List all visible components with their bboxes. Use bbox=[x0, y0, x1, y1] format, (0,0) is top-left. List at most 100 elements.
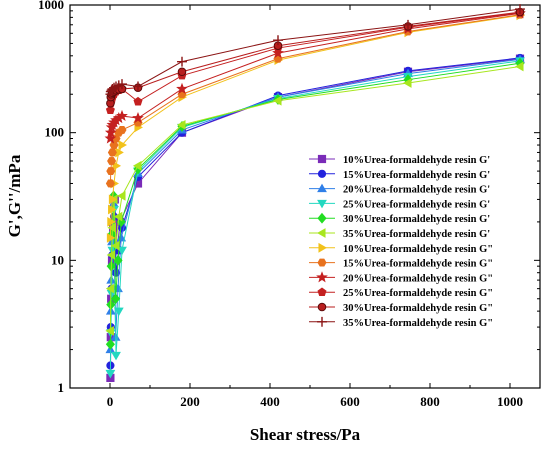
data-point bbox=[317, 212, 327, 224]
data-point bbox=[111, 240, 120, 251]
x-tick-label: 200 bbox=[180, 394, 200, 409]
data-point bbox=[105, 369, 116, 379]
data-point bbox=[105, 283, 115, 294]
x-tick-label: 400 bbox=[260, 394, 280, 409]
data-point bbox=[105, 326, 114, 336]
data-point bbox=[106, 167, 116, 176]
data-point bbox=[107, 148, 117, 157]
data-point bbox=[317, 258, 327, 267]
legend-label: 10%Urea-formaldehyde resin G' bbox=[343, 155, 490, 166]
legend-item: 20%Urea-formaldehyde resin G' bbox=[309, 183, 490, 196]
data-point bbox=[105, 179, 115, 188]
legend-label: 25%Urea-formaldehyde resin G' bbox=[343, 199, 490, 210]
data-point bbox=[317, 302, 327, 312]
data-point bbox=[105, 105, 115, 115]
data-point bbox=[117, 79, 127, 90]
data-point bbox=[177, 120, 186, 130]
y-tick-label: 1000 bbox=[38, 0, 64, 12]
legend-item: 15%Urea-formaldehyde resin G" bbox=[309, 259, 493, 270]
data-point bbox=[113, 211, 123, 222]
data-point bbox=[117, 190, 126, 201]
legend-label: 10%Urea-formaldehyde resin G" bbox=[343, 244, 493, 255]
data-point bbox=[108, 204, 117, 215]
legend-item: 15%Urea-formaldehyde resin G' bbox=[309, 169, 490, 181]
y-tick-label: 10 bbox=[51, 252, 64, 267]
x-tick-label: 800 bbox=[420, 394, 440, 409]
data-point bbox=[273, 95, 282, 106]
legend-item: 10%Urea-formaldehyde resin G" bbox=[309, 242, 493, 255]
legend-item: 30%Urea-formaldehyde resin G" bbox=[309, 302, 493, 314]
data-point bbox=[177, 56, 187, 67]
legend-item: 35%Urea-formaldehyde resin G" bbox=[309, 316, 493, 329]
data-point bbox=[112, 160, 121, 171]
legend-label: 20%Urea-formaldehyde resin G' bbox=[343, 185, 490, 196]
data-point bbox=[106, 250, 116, 260]
data-point bbox=[104, 132, 117, 144]
data-point bbox=[113, 307, 124, 317]
legend: 10%Urea-formaldehyde resin G' 15%Urea-for… bbox=[309, 154, 493, 329]
data-point bbox=[317, 287, 327, 297]
data-point bbox=[177, 67, 187, 77]
legend-label: 25%Urea-formaldehyde resin G" bbox=[343, 288, 493, 299]
data-point bbox=[317, 199, 327, 209]
legend-label: 30%Urea-formaldehyde resin G' bbox=[343, 214, 490, 225]
legend-label: 20%Urea-formaldehyde resin G" bbox=[343, 273, 493, 284]
legend-item: 35%Urea-formaldehyde resin G' bbox=[309, 228, 490, 240]
data-point bbox=[133, 160, 142, 171]
data-point bbox=[105, 338, 115, 350]
data-point bbox=[317, 228, 326, 238]
series-layer bbox=[104, 4, 526, 382]
data-point bbox=[116, 232, 127, 242]
data-point bbox=[109, 141, 119, 149]
legend-label: 15%Urea-formaldehyde resin G" bbox=[343, 259, 493, 270]
data-point bbox=[403, 19, 413, 30]
plot-frame bbox=[69, 4, 541, 389]
series-12 bbox=[105, 4, 525, 100]
data-point bbox=[515, 4, 525, 14]
legend-item: 25%Urea-formaldehyde resin G" bbox=[309, 287, 493, 299]
legend-item: 25%Urea-formaldehyde resin G' bbox=[309, 199, 490, 210]
y-tick-label: 1 bbox=[58, 380, 65, 395]
data-point bbox=[108, 194, 118, 205]
data-point bbox=[318, 242, 327, 253]
data-point bbox=[107, 217, 116, 227]
data-point bbox=[107, 157, 117, 165]
data-point bbox=[133, 96, 143, 106]
data-point bbox=[317, 316, 327, 327]
data-point bbox=[117, 246, 127, 256]
data-point bbox=[317, 154, 327, 164]
data-point bbox=[273, 35, 283, 46]
data-point bbox=[116, 109, 128, 122]
legend-label: 35%Urea-formaldehyde resin G" bbox=[343, 318, 493, 329]
x-tick-label: 1000 bbox=[497, 394, 523, 409]
axes-layer: 0 200 400 600 800 1000 1 10 100 1000 bbox=[38, 0, 540, 409]
data-point bbox=[403, 78, 412, 88]
legend-item: 30%Urea-formaldehyde resin G' bbox=[309, 212, 490, 225]
data-point bbox=[106, 232, 116, 243]
data-point bbox=[111, 351, 121, 361]
data-point bbox=[132, 111, 144, 124]
y-axis-label: G',G''/mPa bbox=[5, 154, 24, 237]
data-point bbox=[117, 126, 127, 134]
y-tick-label: 100 bbox=[45, 125, 65, 140]
legend-item: 10%Urea-formaldehyde resin G' bbox=[309, 154, 490, 166]
data-point bbox=[118, 140, 127, 150]
data-point bbox=[272, 46, 284, 59]
data-point bbox=[109, 82, 119, 93]
data-point bbox=[113, 254, 123, 266]
legend-label: 35%Urea-formaldehyde resin G' bbox=[343, 229, 490, 240]
data-point bbox=[316, 271, 328, 283]
data-point bbox=[133, 81, 143, 92]
legend-label: 30%Urea-formaldehyde resin G" bbox=[343, 303, 493, 314]
x-tick-label: 0 bbox=[107, 394, 114, 409]
data-point bbox=[317, 183, 327, 193]
x-axis-label: Shear stress/Pa bbox=[250, 425, 361, 444]
x-tick-label: 600 bbox=[340, 394, 360, 409]
data-point bbox=[111, 293, 121, 305]
data-point bbox=[317, 169, 327, 178]
data-point bbox=[515, 61, 524, 72]
data-point bbox=[107, 222, 116, 233]
legend-label: 15%Urea-formaldehyde resin G' bbox=[343, 170, 490, 181]
